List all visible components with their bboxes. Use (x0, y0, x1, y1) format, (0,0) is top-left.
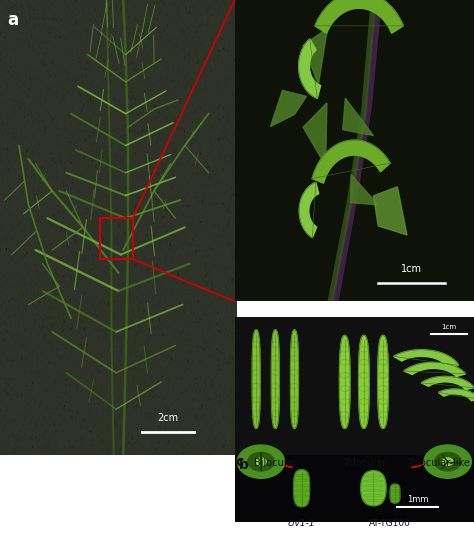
Text: Trilocular: Trilocular (342, 458, 386, 469)
Circle shape (435, 452, 461, 471)
Polygon shape (312, 140, 390, 183)
Polygon shape (294, 470, 310, 507)
Polygon shape (252, 330, 260, 428)
Text: AT-TG100: AT-TG100 (369, 519, 411, 528)
Circle shape (248, 452, 274, 471)
Text: clv1-1: clv1-1 (288, 519, 316, 528)
Text: a: a (7, 11, 18, 30)
Polygon shape (272, 330, 279, 428)
Polygon shape (378, 335, 388, 428)
Polygon shape (291, 330, 299, 428)
Polygon shape (390, 484, 400, 503)
Circle shape (255, 458, 266, 465)
Polygon shape (303, 103, 327, 166)
Text: b: b (239, 458, 249, 472)
Polygon shape (393, 350, 459, 367)
Circle shape (424, 445, 471, 478)
Polygon shape (299, 182, 319, 238)
Polygon shape (271, 90, 306, 126)
Polygon shape (404, 363, 466, 377)
Text: Bilocular: Bilocular (254, 458, 297, 469)
Text: 1cm: 1cm (401, 264, 422, 274)
Circle shape (237, 445, 285, 478)
Polygon shape (421, 377, 474, 390)
Text: 1cm: 1cm (441, 324, 456, 330)
Bar (100, 218, 133, 259)
Polygon shape (359, 335, 369, 428)
Text: Trilocular-like: Trilocular-like (406, 458, 470, 469)
Polygon shape (303, 29, 328, 84)
Text: c: c (236, 455, 244, 469)
Polygon shape (343, 98, 374, 136)
Polygon shape (315, 0, 403, 33)
Text: 1mm: 1mm (407, 495, 428, 505)
Polygon shape (361, 471, 386, 506)
Polygon shape (299, 39, 320, 98)
Circle shape (442, 458, 453, 465)
Polygon shape (351, 174, 378, 205)
Polygon shape (339, 335, 350, 428)
Polygon shape (374, 187, 407, 235)
Polygon shape (438, 389, 474, 401)
Text: 2cm: 2cm (158, 413, 179, 423)
